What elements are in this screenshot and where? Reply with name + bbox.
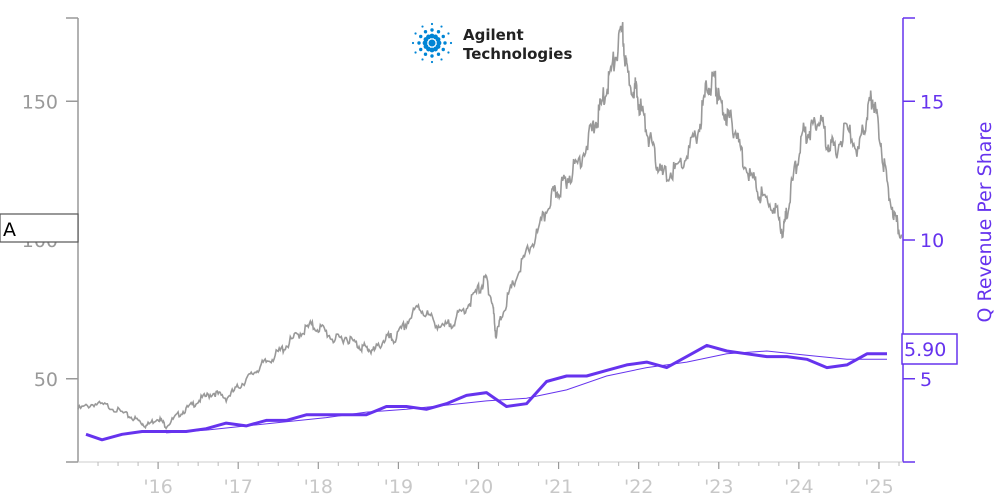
left-tick-label: 50 bbox=[34, 369, 58, 391]
spark-dot bbox=[441, 47, 445, 52]
price-series-line bbox=[77, 22, 903, 430]
ticker-label: A bbox=[3, 219, 16, 241]
spark-dot bbox=[414, 51, 417, 54]
x-tick-label: '16 bbox=[143, 476, 172, 498]
logo-line2: Technologies bbox=[463, 45, 572, 63]
spark-dot bbox=[449, 41, 453, 45]
spark-dot bbox=[447, 51, 450, 54]
spark-dot bbox=[430, 60, 434, 64]
spark-dot bbox=[443, 41, 447, 45]
x-tick-label: '24 bbox=[784, 476, 813, 498]
right-tick-label: 5 bbox=[920, 369, 932, 391]
spark-dot bbox=[430, 54, 434, 58]
spark-dot bbox=[440, 58, 443, 61]
right-tick-label: 15 bbox=[920, 91, 944, 113]
spark-dot bbox=[435, 37, 441, 42]
spark-dot bbox=[441, 34, 445, 39]
logo-line1: Agilent bbox=[463, 26, 524, 44]
x-tick-label: '20 bbox=[464, 476, 493, 498]
left-tick-label: 150 bbox=[22, 91, 58, 113]
right-axis-title: Q Revenue Per Share bbox=[974, 122, 996, 323]
spark-dot bbox=[419, 34, 423, 39]
spark-dot bbox=[421, 58, 424, 61]
x-tick-label: '18 bbox=[304, 476, 333, 498]
spark-dot bbox=[423, 30, 428, 34]
spark-dot bbox=[430, 28, 434, 32]
x-tick-label: '25 bbox=[864, 476, 893, 498]
spark-dot bbox=[419, 47, 423, 52]
x-tick-label: '21 bbox=[544, 476, 573, 498]
spark-dot bbox=[414, 32, 417, 35]
last-value-box: 5.90 bbox=[901, 333, 958, 365]
x-tick-label: '17 bbox=[223, 476, 252, 498]
spark-dot bbox=[436, 30, 441, 34]
revenue-series-line bbox=[85, 343, 887, 442]
spark-dot bbox=[423, 52, 428, 56]
spark-dot bbox=[411, 41, 415, 45]
last-value-label: 5.90 bbox=[904, 339, 946, 361]
spark-dot bbox=[421, 25, 424, 28]
spark-dot bbox=[440, 25, 443, 28]
spark-dot bbox=[430, 22, 434, 26]
spark-center bbox=[428, 39, 436, 47]
agilent-logo: Agilent Technologies bbox=[411, 22, 572, 64]
spark-dot bbox=[417, 41, 421, 45]
ticker-box: A bbox=[0, 213, 79, 243]
x-tick-label: '23 bbox=[704, 476, 733, 498]
spark-dot bbox=[447, 32, 450, 35]
right-tick-label: 10 bbox=[920, 230, 944, 252]
x-tick-label: '19 bbox=[384, 476, 413, 498]
x-tick-label: '22 bbox=[624, 476, 653, 498]
spark-dot bbox=[436, 52, 441, 56]
spark-icon bbox=[411, 22, 453, 64]
